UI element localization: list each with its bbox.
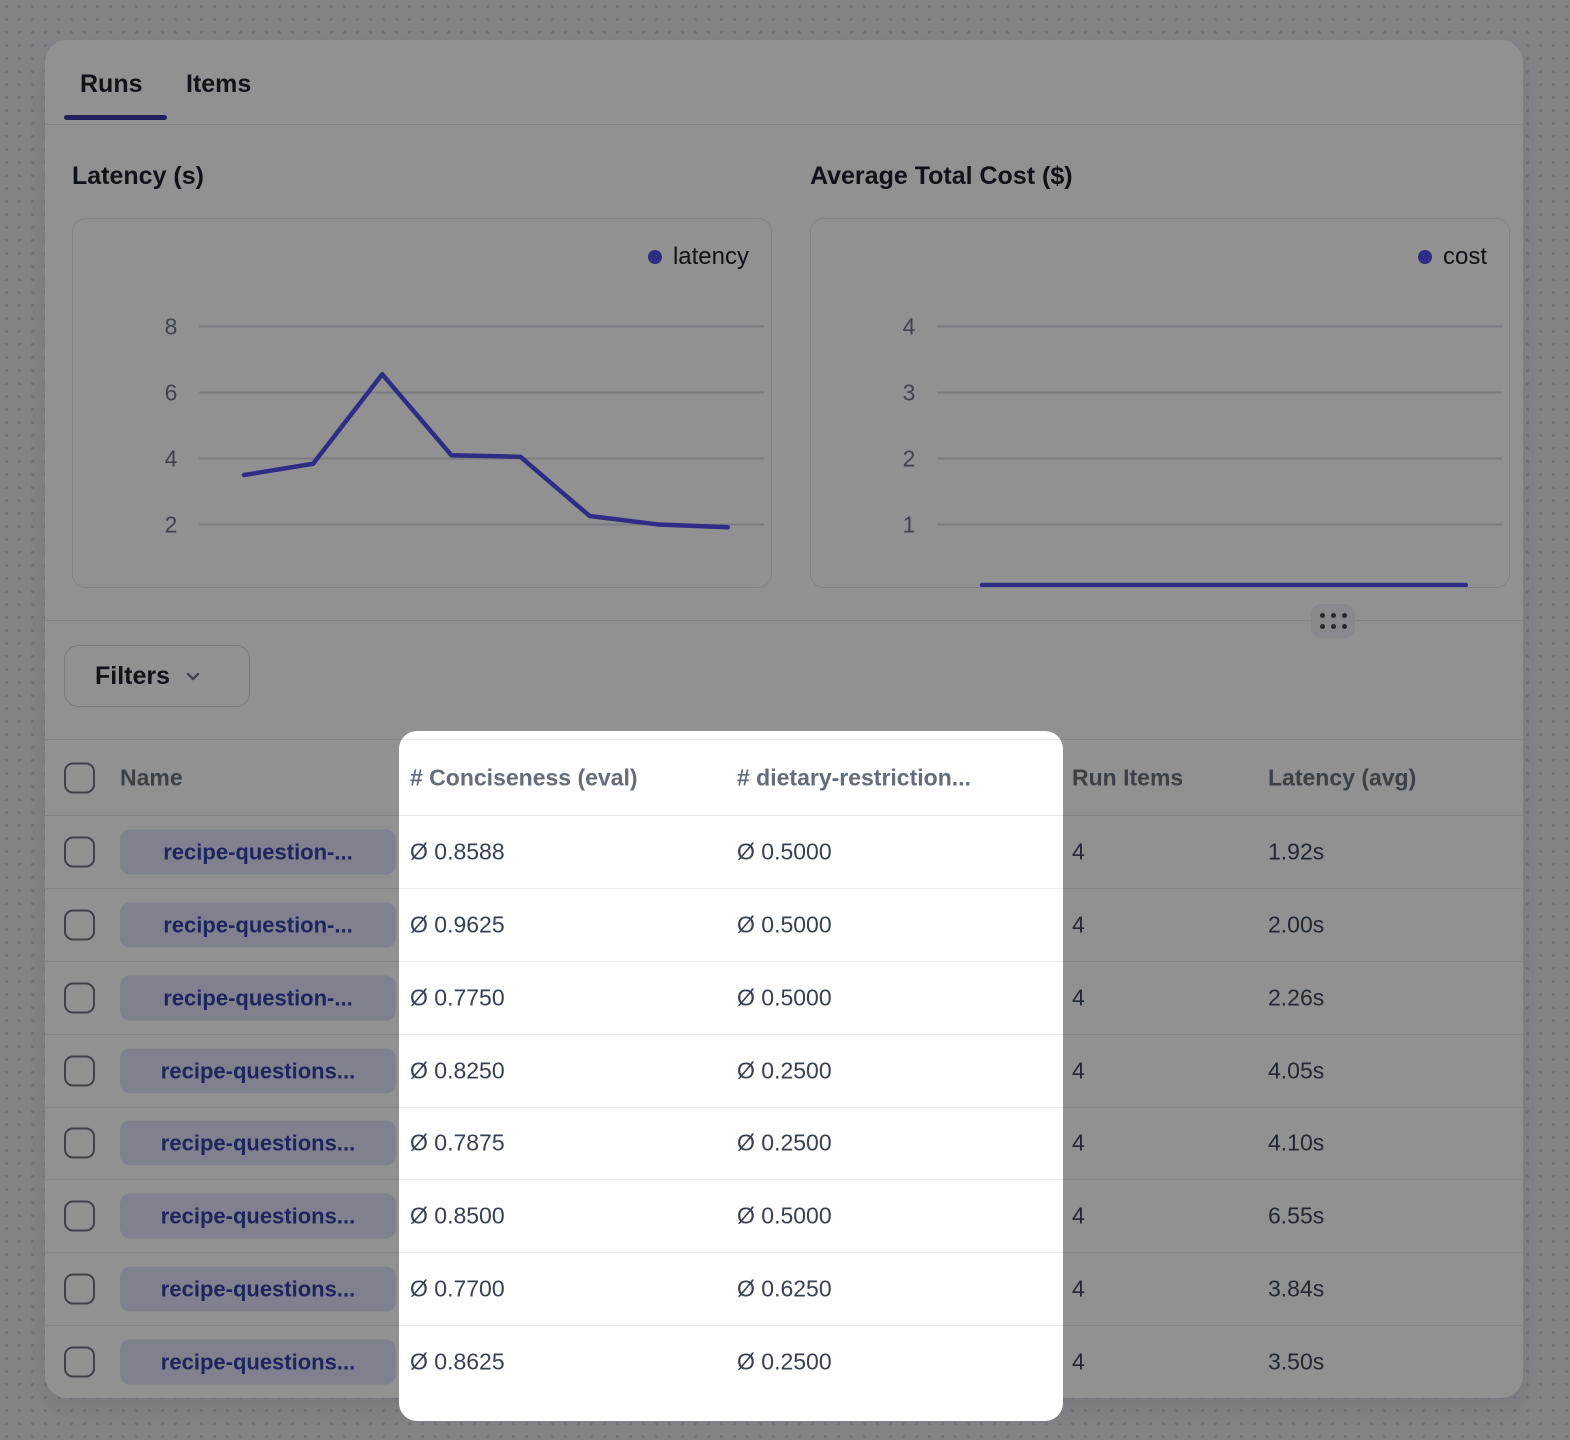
run-name-badge[interactable]: recipe-questions... [120,1339,396,1385]
cell-latency: 4.10s [1268,1129,1325,1156]
section-divider [45,620,1523,621]
resize-grip-handle[interactable] [1311,604,1355,638]
svg-text:2: 2 [903,445,916,471]
row-checkbox[interactable] [64,909,95,941]
cell-conciseness: Ø 0.8500 [410,1202,505,1229]
cell-run-items: 4 [1072,1129,1085,1156]
row-checkbox[interactable] [64,1273,95,1305]
cell-latency: 3.50s [1268,1348,1325,1375]
cell-run-items: 4 [1072,984,1085,1011]
cell-dietary: Ø 0.6250 [737,1275,832,1302]
cost-legend: cost [1417,243,1487,271]
tab-items[interactable]: Items [186,70,252,98]
table-row[interactable]: recipe-questions... Ø 0.8625 Ø 0.2500 4 … [45,1326,1523,1398]
svg-text:4: 4 [165,445,178,471]
cell-dietary: Ø 0.2500 [737,1348,832,1375]
cell-conciseness: Ø 0.8625 [410,1348,505,1375]
row-checkbox[interactable] [64,1346,95,1378]
svg-text:6: 6 [165,379,178,405]
header-run-items[interactable]: Run Items [1072,764,1184,790]
header-dietary-restriction[interactable]: # dietary-restriction... [737,764,971,790]
row-checkbox[interactable] [64,836,95,868]
cell-run-items: 4 [1072,911,1085,938]
header-conciseness[interactable]: # Conciseness (eval) [410,764,638,790]
cell-conciseness: Ø 0.8250 [410,1057,505,1084]
select-all-checkbox[interactable] [64,762,95,793]
table-row[interactable]: recipe-questions... Ø 0.8250 Ø 0.2500 4 … [45,1035,1523,1108]
cell-conciseness: Ø 0.7700 [410,1275,505,1302]
header-name[interactable]: Name [120,764,183,790]
table-row[interactable]: recipe-questions... Ø 0.7700 Ø 0.6250 4 … [45,1253,1523,1327]
cell-latency: 2.26s [1268,984,1325,1011]
cost-chart: 4 3 2 1 [903,313,1503,587]
cell-run-items: 4 [1072,838,1085,865]
table-row[interactable]: recipe-question-... Ø 0.8588 Ø 0.5000 4 … [45,816,1523,889]
table-header-row: Name # Conciseness (eval) # dietary-rest… [45,739,1523,816]
table-row[interactable]: recipe-question-... Ø 0.7750 Ø 0.5000 4 … [45,962,1523,1035]
run-name-badge[interactable]: recipe-question-... [120,975,396,1021]
svg-text:1: 1 [903,511,916,537]
filters-button[interactable]: Filters [64,645,250,707]
header-latency-avg[interactable]: Latency (avg) [1268,764,1417,790]
cell-dietary: Ø 0.5000 [737,984,832,1011]
active-tab-indicator [64,115,167,120]
cell-latency: 2.00s [1268,911,1325,938]
grip-dots-icon [1319,613,1347,629]
run-name-badge[interactable]: recipe-question-... [120,829,396,875]
latency-chart-panel: 8 6 4 2 latency [72,218,772,588]
svg-text:8: 8 [165,313,178,339]
row-checkbox[interactable] [64,982,95,1014]
filters-button-label: Filters [95,661,171,690]
table-body: recipe-question-... Ø 0.8588 Ø 0.5000 4 … [45,816,1523,1398]
run-name-badge[interactable]: recipe-questions... [120,1266,396,1312]
latency-chart-title: Latency (s) [72,162,204,190]
cell-conciseness: Ø 0.7875 [410,1129,505,1156]
cell-run-items: 4 [1072,1348,1085,1375]
cell-run-items: 4 [1072,1057,1085,1084]
row-checkbox[interactable] [64,1127,95,1159]
cell-run-items: 4 [1072,1202,1085,1229]
row-checkbox[interactable] [64,1200,95,1232]
cell-conciseness: Ø 0.8588 [410,838,505,865]
run-name-badge[interactable]: recipe-questions... [120,1048,396,1094]
cell-latency: 3.84s [1268,1275,1325,1302]
tab-runs[interactable]: Runs [80,70,143,98]
row-checkbox[interactable] [64,1055,95,1087]
table-row[interactable]: recipe-questions... Ø 0.7875 Ø 0.2500 4 … [45,1108,1523,1181]
cell-dietary: Ø 0.2500 [737,1129,832,1156]
spotlight-backdrop [399,731,1063,1421]
cell-dietary: Ø 0.5000 [737,911,832,938]
cost-legend-label: cost [1442,243,1487,270]
svg-text:4: 4 [903,313,916,339]
cell-dietary: Ø 0.2500 [737,1057,832,1084]
table-row[interactable]: recipe-question-... Ø 0.9625 Ø 0.5000 4 … [45,889,1523,962]
run-name-badge[interactable]: recipe-questions... [120,1193,396,1239]
chevron-down-icon [186,672,200,681]
cell-dietary: Ø 0.5000 [737,838,832,865]
table-row[interactable]: recipe-questions... Ø 0.8500 Ø 0.5000 4 … [45,1180,1523,1254]
cell-conciseness: Ø 0.9625 [410,911,505,938]
cost-chart-title: Average Total Cost ($) [810,162,1073,190]
cell-latency: 4.05s [1268,1057,1325,1084]
latency-legend-label: latency [672,243,749,270]
cell-latency: 6.55s [1268,1202,1325,1229]
cell-conciseness: Ø 0.7750 [410,984,505,1011]
svg-text:2: 2 [165,511,178,537]
latency-legend-dot-icon [647,250,662,264]
cell-run-items: 4 [1072,1275,1085,1302]
latency-chart: 8 6 4 2 [165,313,765,537]
run-name-badge[interactable]: recipe-question-... [120,902,396,948]
cell-latency: 1.92s [1268,838,1325,865]
tabs-divider [45,124,1523,125]
run-name-badge[interactable]: recipe-questions... [120,1120,396,1166]
cell-dietary: Ø 0.5000 [737,1202,832,1229]
svg-text:3: 3 [903,379,916,405]
cost-chart-panel: 4 3 2 1 cost [810,218,1510,588]
cost-legend-dot-icon [1417,250,1432,264]
latency-legend: latency [647,243,749,271]
